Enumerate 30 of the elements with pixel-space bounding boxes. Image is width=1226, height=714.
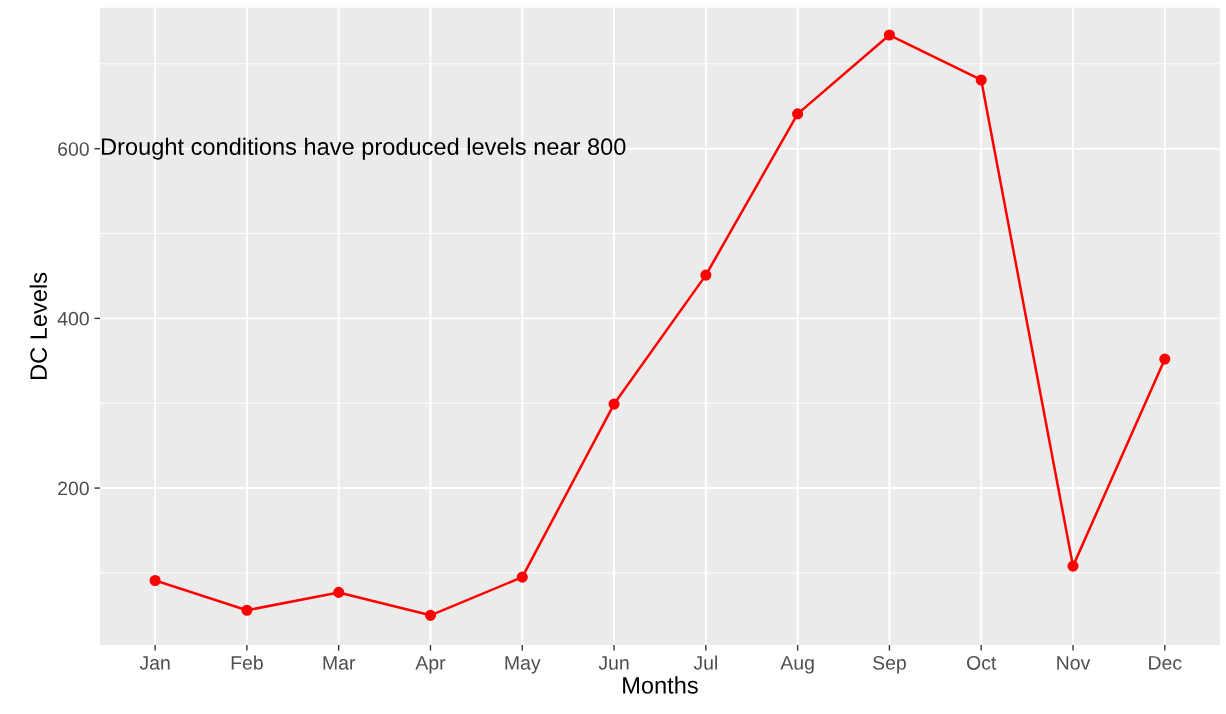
x-tick-label: May xyxy=(505,656,541,674)
point xyxy=(241,604,253,616)
point xyxy=(516,571,528,583)
annotation: Drought conditions have produced levels near 800 xyxy=(101,137,626,160)
x-tick-label: Jan xyxy=(139,656,170,670)
x-tick-label: Jun xyxy=(598,656,629,670)
point xyxy=(149,574,161,587)
x-tick-label: Feb xyxy=(231,655,263,670)
x-tick-label: Dec xyxy=(1149,656,1182,670)
x-tick-label: Nov xyxy=(1057,656,1091,670)
y-axis-title: DC Levels xyxy=(29,272,47,379)
point xyxy=(883,29,895,41)
point xyxy=(1067,560,1079,572)
point xyxy=(700,269,712,281)
x-tick-label: Apr xyxy=(415,656,446,674)
point xyxy=(1159,353,1171,365)
y-tick-label: 200 xyxy=(58,481,89,496)
y-tick-label: 400 xyxy=(57,311,89,326)
x-axis-title: Months xyxy=(623,676,698,694)
point xyxy=(333,586,345,598)
point xyxy=(792,108,804,120)
point xyxy=(608,398,620,410)
x-tick-label: Aug xyxy=(780,656,814,674)
y-tick-label: 600 xyxy=(58,142,89,156)
x-tick-label: Jul xyxy=(693,655,717,670)
point xyxy=(424,609,437,621)
x-tick-label: Mar xyxy=(323,656,356,670)
point xyxy=(975,74,987,86)
x-tick-label: Oct xyxy=(967,655,997,670)
x-tick-label: Sep xyxy=(873,655,906,674)
